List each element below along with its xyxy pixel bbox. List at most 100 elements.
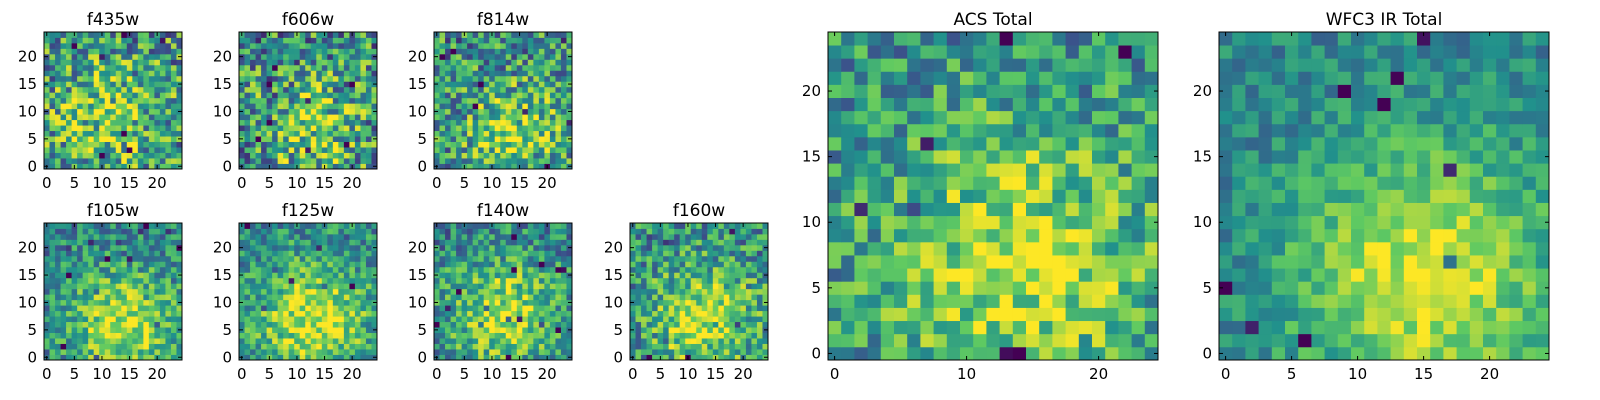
heatmap-cell (170, 338, 177, 344)
heatmap-cell (657, 310, 664, 317)
heatmap-cell (657, 233, 664, 240)
heatmap-cell (299, 327, 306, 333)
heatmap-cell (305, 152, 312, 159)
heatmap-cell (327, 255, 334, 262)
heatmap-cell (841, 255, 855, 269)
heatmap-cell (538, 338, 545, 344)
heatmap-cell (176, 75, 183, 82)
heatmap-cell (354, 86, 361, 93)
heatmap-cell (635, 299, 642, 306)
heatmap-cell (244, 152, 251, 159)
heatmap-cell (841, 333, 855, 348)
heatmap-cell (505, 53, 512, 60)
heatmap-cell (93, 332, 100, 339)
heatmap-cell (841, 307, 855, 322)
heatmap-cell (505, 86, 512, 93)
heatmap-cell (104, 305, 111, 312)
heatmap-cell (560, 343, 567, 350)
heatmap-cell (132, 266, 139, 273)
heatmap-cell (77, 158, 84, 164)
heatmap-cell (668, 349, 675, 355)
heatmap-cell (461, 239, 468, 246)
heatmap-cell (555, 42, 562, 49)
heatmap-cell (148, 97, 155, 104)
heatmap-cell (266, 64, 273, 71)
heatmap-cell (365, 48, 372, 55)
heatmap-cell (137, 37, 144, 44)
heatmap-cell (239, 152, 245, 159)
heatmap-cell (467, 349, 474, 355)
heatmap-cell (522, 86, 529, 93)
heatmap-cell (1092, 281, 1106, 295)
heatmap-cell (77, 288, 84, 295)
heatmap-cell (132, 37, 139, 44)
heatmap-cell (729, 244, 736, 251)
heatmap-cell (82, 37, 89, 44)
heatmap-cell (154, 59, 161, 66)
heatmap-cell (371, 233, 378, 240)
heatmap-cell (132, 349, 139, 355)
heatmap-cell (566, 277, 573, 284)
heatmap-cell (66, 294, 72, 301)
heatmap-cell (696, 338, 703, 344)
heatmap-cell (121, 103, 128, 110)
heatmap-cell (176, 92, 183, 99)
heatmap-cell (143, 250, 150, 257)
heatmap-cell (132, 64, 139, 71)
heatmap-cell (729, 338, 736, 344)
heatmap-cell (349, 48, 356, 55)
heatmap-cell (170, 354, 177, 361)
heatmap-cell (920, 202, 934, 217)
heatmap-cell (272, 338, 279, 344)
heatmap-cell (77, 321, 84, 328)
heatmap-cell (456, 108, 462, 115)
heatmap-cell (538, 37, 545, 44)
heatmap-cell (522, 294, 529, 301)
heatmap-cell (137, 299, 144, 306)
heatmap-cell (1144, 202, 1159, 217)
heatmap-cell (1052, 189, 1066, 203)
heatmap-cell (244, 125, 251, 132)
heatmap-cell (718, 283, 725, 290)
heatmap-cell (154, 250, 161, 257)
heatmap-cell (751, 327, 758, 333)
heatmap-cell (1065, 215, 1080, 230)
heatmap-cell (266, 114, 273, 121)
heatmap-cell (494, 310, 501, 317)
heatmap-cell (93, 321, 100, 328)
heatmap-cell (538, 152, 545, 159)
heatmap-cell (104, 223, 111, 229)
heatmap-cell (365, 152, 372, 159)
heatmap-cell (283, 277, 290, 284)
heatmap-cell (712, 327, 719, 333)
heatmap-cell (104, 228, 111, 235)
heatmap-cell (511, 283, 518, 290)
heatmap-cell (165, 277, 172, 284)
heatmap-cell (445, 321, 451, 328)
heatmap-cell (170, 294, 177, 301)
heatmap-cell (316, 223, 323, 229)
heatmap-cell (321, 59, 328, 66)
heatmap-cell (478, 354, 485, 361)
heatmap-cell (756, 349, 763, 355)
heatmap-cell (533, 272, 540, 279)
heatmap-cell (261, 310, 267, 317)
heatmap-cell (354, 108, 361, 115)
heatmap-cell (511, 108, 518, 115)
heatmap-cell (66, 119, 72, 126)
heatmap-cell (60, 299, 67, 306)
heatmap-cell (332, 92, 339, 99)
heatmap-cell (354, 321, 361, 328)
heatmap-cell (244, 272, 251, 279)
heatmap-cell (527, 310, 534, 317)
heatmap-cell (250, 354, 256, 361)
heatmap-cell (288, 81, 295, 88)
heatmap-cell (456, 277, 462, 284)
heatmap-cell (283, 283, 290, 290)
heatmap-cell (920, 255, 934, 269)
heatmap-cell (718, 310, 725, 317)
heatmap-cell (55, 283, 61, 290)
heatmap-cell (137, 288, 144, 295)
heatmap-cell (250, 152, 256, 159)
heatmap-cell (60, 277, 67, 284)
